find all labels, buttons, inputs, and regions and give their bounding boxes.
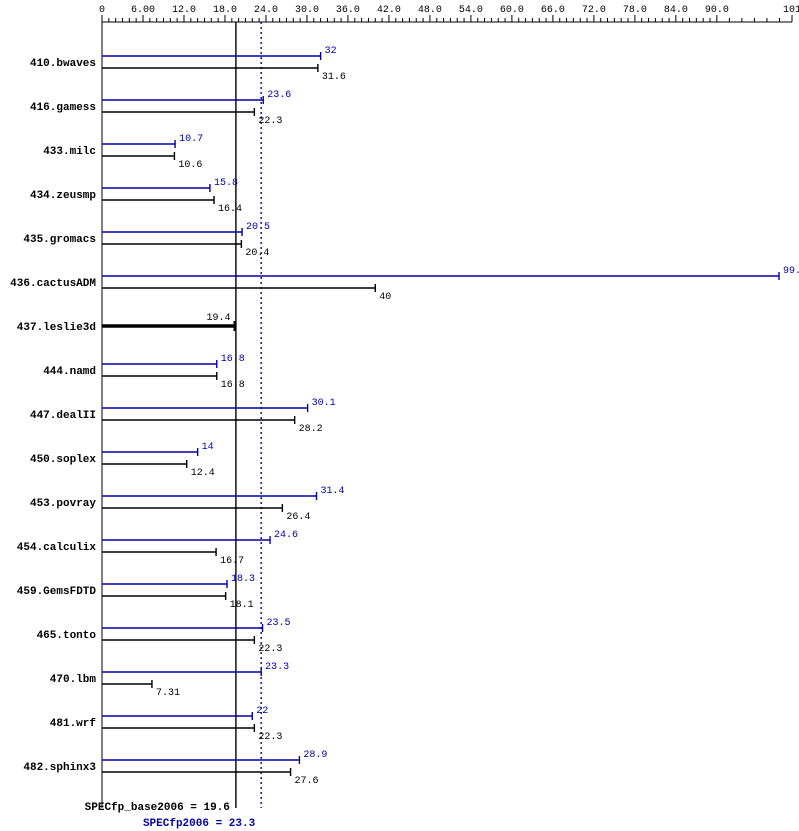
bench-value-bottom: 22.3 [258,116,282,127]
bench-label: 434.zeusmp [30,190,96,202]
bench-value-top: 10.7 [179,134,203,145]
x-tick-label: 30.0 [295,5,319,16]
x-tick-label: 42.0 [377,5,401,16]
bench-value-top: 28.9 [303,750,327,761]
bench-label: 450.soplex [30,454,96,466]
bench-label: 454.calculix [17,542,97,554]
bench-value-top: 99.1 [783,266,799,277]
x-tick-label: 48.0 [418,5,442,16]
bench-value-top: 16.8 [221,354,245,365]
bench-value-bottom: 27.6 [295,776,319,787]
x-tick-label: 0 [99,5,105,16]
x-tick-label: 72.0 [582,5,606,16]
bench-value-top: 18.3 [231,574,255,585]
bench-value-bottom: 22.3 [258,732,282,743]
bench-label: 436.cactusADM [10,278,96,290]
bench-value-bottom: 31.6 [322,72,346,83]
ref-label-peak: SPECfp2006 = 23.3 [143,818,256,830]
bench-label: 470.lbm [50,674,97,686]
bench-label: 465.tonto [37,630,97,642]
bench-value-top: 30.1 [312,398,336,409]
x-tick-label: 24.0 [254,5,278,16]
bench-value-bottom: 22.3 [258,644,282,655]
bench-value-bottom: 12.4 [191,468,215,479]
bench-value-top: 32 [325,46,337,57]
bench-value-top: 23.5 [267,618,291,629]
bench-label: 416.gamess [30,102,96,114]
bench-value-top: 23.6 [267,90,291,101]
bench-label: 444.namd [43,366,96,378]
x-tick-label: 36.0 [336,5,360,16]
bench-label: 435.gromacs [23,234,96,246]
bench-value-top: 20.5 [246,222,270,233]
x-tick-label: 90.0 [705,5,729,16]
bench-label: 433.milc [43,146,96,158]
bench-label: 482.sphinx3 [23,762,96,774]
bench-label: 481.wrf [50,718,97,730]
x-tick-label: 101 [783,5,799,16]
bench-label: 437.leslie3d [17,322,96,334]
bench-label: 459.GemsFDTD [17,586,97,598]
bench-value-bottom: 10.6 [178,160,202,171]
spec-fp-chart: 0 6.00 12.0 18.0 24.0 30.0 36.0 42.0 48.0 54.0 60.… [0,0,799,831]
bench-label: 410.bwaves [30,58,96,70]
x-tick-label: 60.0 [500,5,524,16]
bench-value-top: 22 [256,706,268,717]
x-tick-label: 12.0 [172,5,196,16]
bench-label: 447.dealII [30,410,96,422]
bench-value-bottom: 20.4 [245,248,269,259]
x-tick-label: 18.0 [213,5,237,16]
bench-value-top: 15.8 [214,178,238,189]
x-tick-label: 6.00 [131,5,155,16]
bench-value-bottom: 40 [379,292,391,303]
bench-value-bottom: 28.2 [299,424,323,435]
chart-background [0,0,799,831]
bench-value-top: 14 [202,442,214,453]
bench-value-top: 24.6 [274,530,298,541]
bench-value-bottom: 16.4 [218,204,242,215]
bench-value-bottom: 16.7 [220,556,244,567]
ref-label-base: SPECfp_base2006 = 19.6 [85,802,230,814]
bench-value-top: 23.3 [265,662,289,673]
bench-label: 453.povray [30,498,96,510]
bench-value-merged: 19.4 [207,313,231,324]
x-tick-label: 84.0 [664,5,688,16]
bench-value-bottom: 18.1 [230,600,254,611]
x-tick-label: 66.0 [541,5,565,16]
x-tick-label: 54.0 [459,5,483,16]
bench-value-bottom: 16.8 [221,380,245,391]
bench-value-bottom: 7.31 [156,688,180,699]
x-tick-label: 78.0 [623,5,647,16]
bench-value-bottom: 26.4 [286,512,310,523]
bench-value-top: 31.4 [321,486,345,497]
